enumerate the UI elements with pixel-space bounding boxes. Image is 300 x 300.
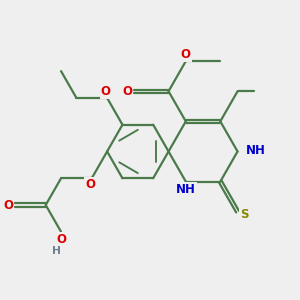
Text: O: O (181, 48, 191, 61)
Text: O: O (4, 199, 14, 212)
Text: O: O (56, 233, 66, 246)
Text: NH: NH (246, 144, 266, 158)
Text: O: O (123, 85, 133, 98)
Text: O: O (85, 178, 95, 191)
Text: O: O (101, 85, 111, 98)
Text: S: S (240, 208, 248, 220)
Text: H: H (52, 246, 61, 256)
Text: NH: NH (176, 183, 196, 196)
